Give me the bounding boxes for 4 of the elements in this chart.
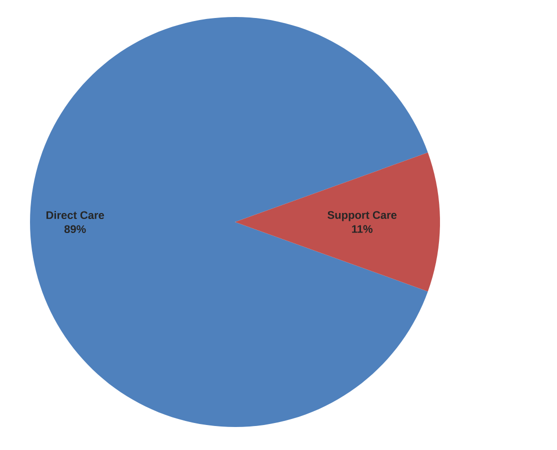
data-label: 89% [64,225,86,234]
slice-label: Direct Care [46,210,104,220]
slice-label: Support Care [328,211,397,222]
data-label: 11% [352,225,373,233]
